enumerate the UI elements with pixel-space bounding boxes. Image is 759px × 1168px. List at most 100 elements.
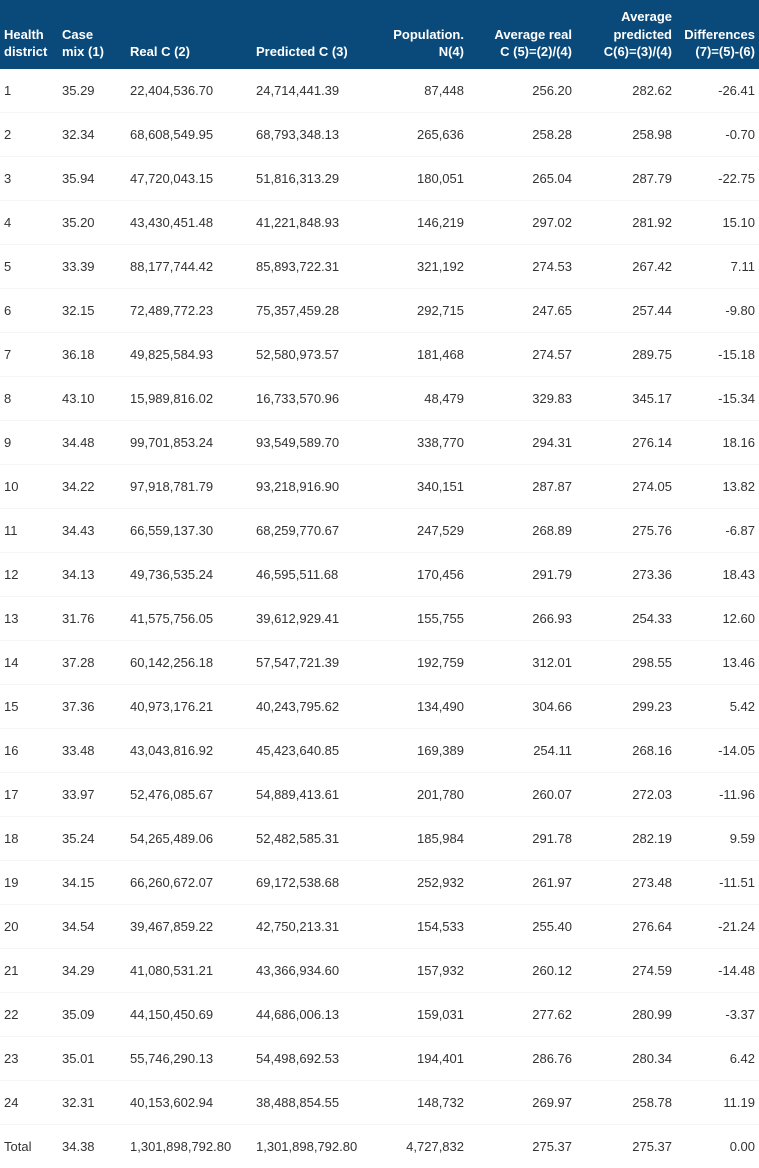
cell: 12.60 [676,596,759,640]
cell: 43,366,934.60 [252,948,378,992]
cell: 274.53 [468,244,576,288]
table-header: HealthdistrictCasemix (1)Real C (2)Predi… [0,0,759,69]
cell: 275.37 [468,1124,576,1168]
header-label-line: district [4,44,47,59]
table-row: 335.9447,720,043.1551,816,313.29180,0512… [0,156,759,200]
cell: 23 [0,1036,58,1080]
header-label-line: Average [621,9,672,24]
cell: 11.19 [676,1080,759,1124]
data-table: HealthdistrictCasemix (1)Real C (2)Predi… [0,0,759,1168]
cell: 41,575,756.05 [126,596,252,640]
cell: 40,153,602.94 [126,1080,252,1124]
cell: 35.24 [58,816,126,860]
cell: 181,468 [378,332,468,376]
cell: 93,549,589.70 [252,420,378,464]
cell: 42,750,213.31 [252,904,378,948]
cell: 268.16 [576,728,676,772]
table-row: 2034.5439,467,859.2242,750,213.31154,533… [0,904,759,948]
cell: 7.11 [676,244,759,288]
cell: 66,260,672.07 [126,860,252,904]
cell: 7 [0,332,58,376]
cell: -14.05 [676,728,759,772]
cell: 340,151 [378,464,468,508]
cell: 8 [0,376,58,420]
cell: -11.96 [676,772,759,816]
cell: 312.01 [468,640,576,684]
cell: 68,259,770.67 [252,508,378,552]
cell: 24 [0,1080,58,1124]
cell: 294.31 [468,420,576,464]
cell: 99,701,853.24 [126,420,252,464]
cell: 146,219 [378,200,468,244]
cell: 256.20 [468,69,576,113]
cell: 297.02 [468,200,576,244]
cell: 4 [0,200,58,244]
cell: 35.20 [58,200,126,244]
cell: 289.75 [576,332,676,376]
cell: -9.80 [676,288,759,332]
cell: 36.18 [58,332,126,376]
cell: 10 [0,464,58,508]
cell: 16 [0,728,58,772]
cell: 338,770 [378,420,468,464]
table-row: 2432.3140,153,602.9438,488,854.55148,732… [0,1080,759,1124]
header-label-line: Average real [494,27,572,42]
cell: 257.44 [576,288,676,332]
cell: 159,031 [378,992,468,1036]
cell: 277.62 [468,992,576,1036]
cell: 31.76 [58,596,126,640]
cell: 49,825,584.93 [126,332,252,376]
cell: 19 [0,860,58,904]
cell: 5.42 [676,684,759,728]
cell: -26.41 [676,69,759,113]
cell: 157,932 [378,948,468,992]
table-row: 1934.1566,260,672.0769,172,538.68252,932… [0,860,759,904]
cell: 1 [0,69,58,113]
cell: 37.28 [58,640,126,684]
cell: 261.97 [468,860,576,904]
cell: 54,498,692.53 [252,1036,378,1080]
cell: 185,984 [378,816,468,860]
cell: 54,265,489.06 [126,816,252,860]
cell: 18.16 [676,420,759,464]
cell: 0.00 [676,1124,759,1168]
cell: 15.10 [676,200,759,244]
cell: 2 [0,112,58,156]
table-row: 1437.2860,142,256.1857,547,721.39192,759… [0,640,759,684]
cell: 272.03 [576,772,676,816]
cell: 15,989,816.02 [126,376,252,420]
cell: -14.48 [676,948,759,992]
cell: 192,759 [378,640,468,684]
header-label-line: C(6)=(3)/(4) [604,44,672,59]
cell: 18 [0,816,58,860]
cell: 39,467,859.22 [126,904,252,948]
cell: 13.82 [676,464,759,508]
cell: 292,715 [378,288,468,332]
cell: 52,580,973.57 [252,332,378,376]
cell: -11.51 [676,860,759,904]
table-row: 632.1572,489,772.2375,357,459.28292,7152… [0,288,759,332]
cell: 9.59 [676,816,759,860]
cell: 93,218,916.90 [252,464,378,508]
cell: 15 [0,684,58,728]
cell: 22 [0,992,58,1036]
cell: 34.43 [58,508,126,552]
cell: 274.57 [468,332,576,376]
cell: 194,401 [378,1036,468,1080]
cell: 85,893,722.31 [252,244,378,288]
cell: 11 [0,508,58,552]
cell: 32.15 [58,288,126,332]
header-label-line: mix (1) [62,44,104,59]
cell: 66,559,137.30 [126,508,252,552]
cell: 18.43 [676,552,759,596]
cell: 254.33 [576,596,676,640]
col-header-0: Healthdistrict [0,0,58,69]
cell: 258.28 [468,112,576,156]
table-row: 1134.4366,559,137.3068,259,770.67247,529… [0,508,759,552]
cell: 5 [0,244,58,288]
col-header-2: Real C (2) [126,0,252,69]
cell: 258.78 [576,1080,676,1124]
cell: 52,482,585.31 [252,816,378,860]
table-row: 1733.9752,476,085.6754,889,413.61201,780… [0,772,759,816]
cell: 1,301,898,792.80 [252,1124,378,1168]
